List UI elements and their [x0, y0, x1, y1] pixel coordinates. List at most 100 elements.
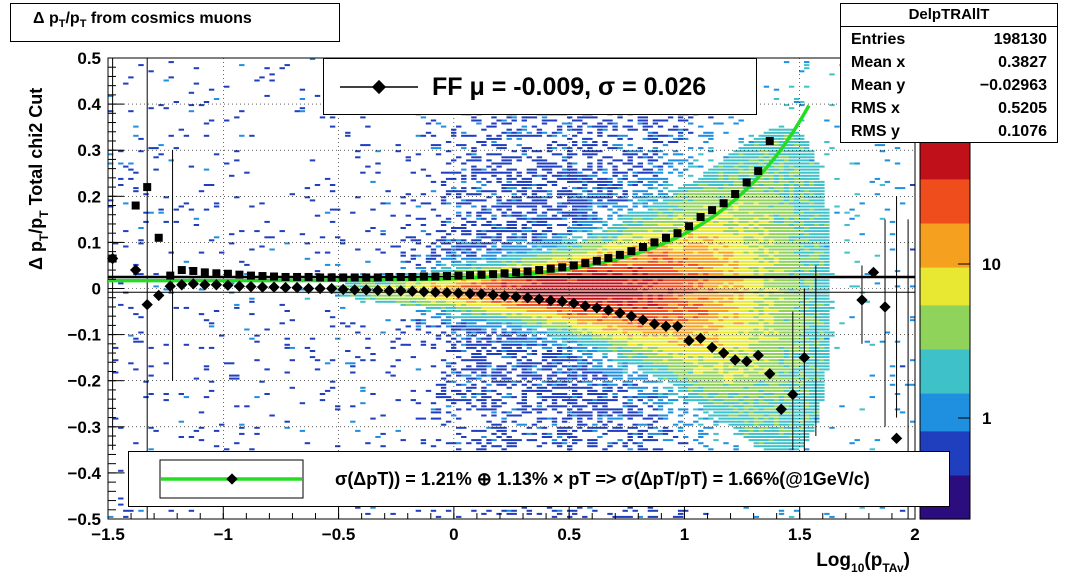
- heatmap-cell: [577, 334, 583, 337]
- heatmap-cell: [622, 217, 628, 220]
- heatmap-cell: [471, 368, 477, 371]
- heatmap-cell: [587, 224, 593, 226]
- heatmap-cell: [622, 134, 628, 137]
- heatmap-cell: [561, 429, 568, 432]
- heatmap-cell: [466, 343, 472, 346]
- heatmap-cell: [148, 211, 154, 214]
- heatmap-cell: [128, 177, 134, 180]
- heatmap-cell: [516, 423, 522, 426]
- heatmap-cell: [440, 236, 447, 239]
- heatmap-cell: [607, 285, 613, 288]
- heatmap-cell: [677, 137, 684, 140]
- heatmap-cell: [521, 177, 527, 180]
- heatmap-cell: [461, 174, 467, 177]
- heatmap-cell: [602, 343, 608, 346]
- heatmap-cell: [567, 417, 573, 420]
- heatmap-cell: [556, 331, 563, 334]
- heatmap-cell: [667, 313, 674, 316]
- heatmap-cell: [516, 337, 522, 340]
- heatmap-cell: [541, 399, 548, 402]
- heatmap-cell: [592, 346, 598, 349]
- heatmap-cell: [556, 429, 563, 432]
- heatmap-cell: [612, 426, 618, 429]
- heatmap-cell: [672, 202, 679, 205]
- heatmap-cell: [622, 288, 628, 291]
- heatmap-cell: [415, 242, 422, 245]
- heatmap-cell: [536, 402, 543, 405]
- heatmap-cell: [647, 242, 654, 245]
- heatmap-cell: [445, 334, 452, 337]
- heatmap-cell: [440, 377, 447, 380]
- heatmap-cell: [425, 233, 432, 236]
- heatmap-cell: [511, 168, 517, 171]
- heatmap-cell: [592, 285, 598, 288]
- heatmap-cell: [531, 270, 538, 273]
- heatmap-cell: [657, 393, 664, 395]
- heatmap-cell: [108, 199, 114, 202]
- heatmap-cell: [647, 224, 654, 226]
- heatmap-cell: [657, 119, 664, 122]
- heatmap-cell: [491, 423, 497, 426]
- heatmap-cell: [577, 359, 583, 362]
- heatmap-cell: [496, 423, 502, 426]
- heatmap-cell: [244, 263, 250, 266]
- heatmap-cell: [506, 319, 512, 322]
- heatmap-cell: [627, 214, 633, 217]
- heatmap-cell: [491, 426, 497, 429]
- heatmap-cell: [607, 294, 613, 297]
- heatmap-cell: [592, 211, 598, 214]
- heatmap-cell: [546, 432, 553, 435]
- heatmap-cell: [652, 509, 659, 512]
- heatmap-cell: [572, 374, 578, 377]
- heatmap-cell: [466, 368, 472, 371]
- heatmap-cell: [536, 190, 543, 193]
- heatmap-cell: [526, 374, 532, 377]
- heatmap-cell: [496, 334, 502, 337]
- heatmap-cell: [592, 125, 598, 128]
- heatmap-cell: [632, 383, 638, 386]
- heatmap-cell: [309, 350, 316, 352]
- heatmap-cell: [456, 328, 462, 331]
- heatmap-cell: [546, 310, 553, 312]
- heatmap-cell: [582, 273, 588, 276]
- heatmap-cell: [572, 227, 578, 229]
- heatmap-cell: [531, 285, 538, 288]
- heatmap-cell: [158, 211, 164, 214]
- heatmap-cell: [632, 509, 638, 512]
- heatmap-cell: [506, 442, 512, 445]
- heatmap-cell: [622, 328, 628, 331]
- heatmap-cell: [440, 239, 447, 242]
- heatmap-cell: [345, 362, 351, 365]
- heatmap-cell: [577, 328, 583, 331]
- heatmap-cell: [546, 273, 553, 276]
- heatmap-cell: [476, 239, 482, 242]
- heatmap-cell: [592, 187, 598, 190]
- heatmap-cell: [652, 310, 659, 312]
- heatmap-cell: [299, 110, 306, 113]
- heatmap-cell: [461, 350, 467, 352]
- heatmap-cell: [546, 147, 553, 150]
- heatmap-cell: [496, 208, 502, 211]
- heatmap-cell: [572, 512, 578, 515]
- heatmap-cell: [637, 230, 643, 233]
- heatmap-cell: [506, 177, 512, 180]
- heatmap-cell: [622, 245, 628, 248]
- heatmap-cell: [536, 377, 543, 380]
- heatmap-cell: [683, 254, 689, 257]
- heatmap-cell: [491, 380, 497, 383]
- heatmap-cell: [466, 328, 472, 331]
- heatmap-cell: [683, 168, 689, 171]
- heatmap-cell: [466, 340, 472, 343]
- heatmap-cell: [587, 205, 593, 208]
- heatmap-cell: [551, 380, 558, 383]
- heatmap-cell: [637, 303, 643, 306]
- heatmap-cell: [476, 297, 482, 300]
- heatmap-cell: [511, 227, 517, 229]
- heatmap-cell: [672, 260, 679, 263]
- heatmap-cell: [622, 319, 628, 322]
- heatmap-cell: [471, 285, 477, 288]
- heatmap-cell: [551, 356, 558, 359]
- heatmap-cell: [662, 248, 669, 251]
- heatmap-cell: [390, 512, 396, 515]
- heatmap-cell: [577, 365, 583, 368]
